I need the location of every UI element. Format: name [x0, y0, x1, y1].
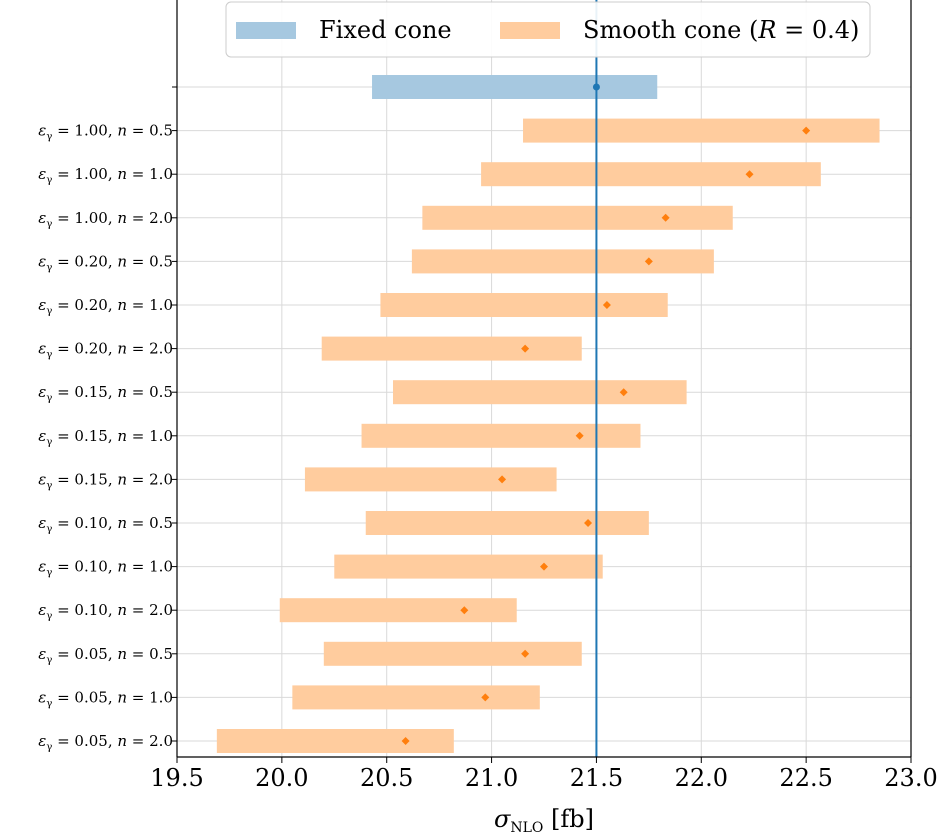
smooth-cone-band: [365, 511, 649, 535]
plot-axes: [176, 0, 912, 758]
smooth-cone-point: [575, 431, 584, 440]
smooth-cone-band: [334, 554, 603, 579]
smooth-cone-band: [323, 641, 582, 666]
y-category-label: εγ = 0.10, n = 1.0: [38, 558, 173, 579]
x-tick-label: 19.5: [150, 764, 203, 792]
smooth-cone-band: [481, 162, 821, 187]
x-axis-title: σNLO [fb]: [494, 805, 594, 836]
y-category-label: εγ = 0.20, n = 1.0: [38, 296, 173, 317]
legend-label-smooth: Smooth cone (R = 0.4): [583, 16, 859, 44]
x-tick-label: 23.0: [884, 764, 937, 792]
smooth-cone-band: [393, 380, 687, 405]
legend-label-fixed: Fixed cone: [319, 16, 452, 44]
smooth-cone-point: [584, 519, 593, 527]
y-category-label: εγ = 1.00, n = 0.5: [38, 122, 173, 143]
smooth-cone-point: [540, 562, 548, 571]
x-tick-label: 21.5: [570, 764, 623, 792]
y-category-label: εγ = 0.20, n = 0.5: [38, 252, 173, 273]
smooth-cone-band: [411, 249, 714, 274]
smooth-cone-band: [304, 467, 557, 492]
legend: Fixed cone Smooth cone (R = 0.4): [225, 1, 871, 58]
fixed-cone-point: [592, 83, 600, 91]
smooth-cone-point: [498, 475, 507, 484]
smooth-cone-band: [292, 685, 540, 710]
x-tick-label: 21.0: [465, 764, 518, 792]
y-category-label: εγ = 0.15, n = 1.0: [38, 427, 173, 448]
fixed-cone-band: [372, 75, 658, 99]
smooth-cone-band: [361, 423, 641, 448]
smooth-cone-point: [644, 257, 653, 266]
x-tick-label: 20.0: [255, 764, 308, 792]
y-category-label: εγ = 0.10, n = 2.0: [38, 601, 173, 622]
y-category-label: εγ = 0.20, n = 2.0: [38, 340, 173, 361]
y-category-label: εγ = 0.05, n = 0.5: [38, 645, 173, 666]
smooth-cone-point: [401, 737, 410, 745]
smooth-cone-point: [745, 170, 754, 179]
legend-swatch-smooth: [500, 22, 560, 39]
central-value-points: [401, 83, 811, 745]
smooth-cone-point: [802, 126, 811, 135]
smooth-cone-band: [523, 118, 880, 143]
x-tick-label: 22.5: [779, 764, 832, 792]
smooth-cone-point: [521, 649, 530, 658]
smooth-cone-point: [481, 693, 490, 702]
y-category-label: εγ = 0.05, n = 2.0: [38, 732, 173, 753]
x-tick-label: 20.5: [360, 764, 413, 792]
smooth-cone-band: [380, 293, 668, 317]
smooth-cone-point: [602, 301, 611, 309]
x-tick-labels: 19.5 20.0 20.5 21.0 21.5 22.0 22.5 23.0: [150, 757, 938, 792]
interval-bands: [216, 75, 880, 753]
legend-swatch-fixed: [236, 22, 296, 39]
y-category-labels: εγ = 1.00, n = 0.5 εγ = 1.00, n = 1.0 εγ =…: [38, 86, 177, 753]
smooth-cone-point: [460, 606, 469, 615]
smooth-cone-point: [661, 213, 670, 222]
smooth-cone-point: [521, 344, 530, 353]
smooth-cone-point: [619, 388, 628, 397]
smooth-cone-band: [216, 729, 454, 753]
y-category-label: εγ = 1.00, n = 2.0: [38, 209, 173, 230]
y-category-label: εγ = 0.15, n = 2.0: [38, 470, 173, 491]
smooth-cone-band: [321, 336, 582, 361]
x-tick-label: 22.0: [675, 764, 728, 792]
smooth-cone-band: [422, 205, 733, 230]
y-category-label: εγ = 0.15, n = 0.5: [38, 383, 173, 404]
y-category-label: εγ = 0.05, n = 1.0: [38, 688, 173, 709]
y-category-label: εγ = 1.00, n = 1.0: [38, 165, 173, 186]
y-category-label: εγ = 0.10, n = 0.5: [38, 514, 173, 535]
smooth-cone-band: [279, 598, 517, 623]
